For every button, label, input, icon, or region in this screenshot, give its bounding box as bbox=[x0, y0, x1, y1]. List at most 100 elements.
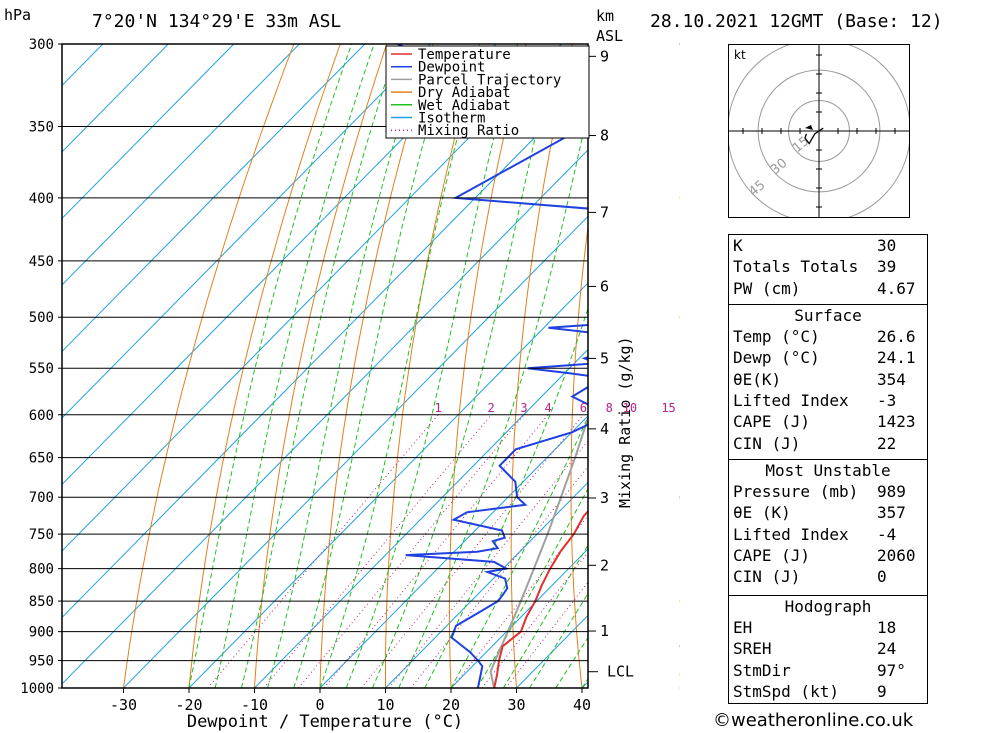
most-unstable-row-value: 357 bbox=[877, 503, 906, 523]
km-tick-label: 8 bbox=[600, 127, 609, 145]
most-unstable-row-value: 0 bbox=[877, 567, 887, 587]
k-label: K bbox=[733, 236, 743, 256]
most-unstable-table: Pressure (mb) 989 θE (K) 357 Lifted Index -4 C… bbox=[729, 481, 927, 587]
hodograph-row: SREH 24 bbox=[729, 638, 927, 659]
most-unstable-row: Lifted Index -4 bbox=[729, 524, 927, 545]
temp-tick-label: -30 bbox=[110, 696, 137, 714]
most-unstable-row-value: 989 bbox=[877, 482, 906, 502]
legend-entry: Dry Adiabat bbox=[418, 85, 511, 101]
isotherm-line bbox=[62, 44, 366, 353]
pressure-tick-label: 700 bbox=[29, 490, 54, 506]
most-unstable-row-label: CIN (J) bbox=[733, 567, 801, 587]
plot-frame bbox=[61, 43, 589, 689]
wet-adiabat-line bbox=[398, 109, 588, 688]
isotherm-line bbox=[62, 149, 588, 685]
surface-row-label: Dewp (°C) bbox=[733, 348, 820, 368]
legend-entry: Parcel Trajectory bbox=[418, 72, 561, 88]
isotherm-line bbox=[62, 44, 562, 552]
pressure-tick-label: 600 bbox=[29, 408, 54, 424]
temperature-line bbox=[493, 509, 588, 688]
hodograph-row-label: StmDir bbox=[733, 660, 791, 680]
pressure-tick-label: 850 bbox=[29, 594, 54, 610]
hodograph-row-label: EH bbox=[733, 618, 753, 638]
dry-adiabat-line bbox=[123, 44, 295, 688]
hodograph-row: StmDir 97° bbox=[729, 660, 927, 681]
skewt-chart: 3003504004505005506006507007508008509009… bbox=[20, 37, 680, 732]
dry-adiabat-line bbox=[188, 44, 341, 688]
surface-row-value: -3 bbox=[877, 391, 897, 411]
hodograph-title: Hodograph bbox=[784, 597, 872, 616]
hodograph-row-label: StmSpd (kt) bbox=[733, 682, 839, 702]
legend-box bbox=[385, 45, 590, 139]
dry-adiabat-line bbox=[319, 44, 434, 688]
temp-tick-label: 40 bbox=[573, 696, 591, 714]
copyright-text: ©weatheronline.co.uk bbox=[713, 710, 914, 731]
isotherm-line bbox=[385, 481, 588, 688]
wet-adiabat-line bbox=[476, 487, 588, 688]
pressure-tick-label: 950 bbox=[29, 654, 54, 670]
surface-row: CIN (J) 22 bbox=[729, 432, 927, 453]
hodograph-row-value: 24 bbox=[877, 639, 897, 659]
temp-tick-label: 30 bbox=[507, 696, 525, 714]
legend-entry: Isotherm bbox=[418, 111, 485, 127]
pressure-tick-label: 400 bbox=[29, 191, 54, 207]
isotherm-line bbox=[188, 282, 588, 688]
hodograph-ring-label: 45 bbox=[746, 178, 768, 200]
hodograph-row: EH 18 bbox=[729, 617, 927, 638]
plot-area bbox=[62, 44, 665, 688]
km-tick-label: 4 bbox=[600, 420, 609, 438]
km-unit-label: km bbox=[596, 7, 615, 25]
isotherm-line bbox=[62, 82, 588, 619]
wet-adiabat-line bbox=[345, 44, 519, 688]
hodograph-trace bbox=[804, 127, 824, 145]
most-unstable-row: Pressure (mb) 989 bbox=[729, 481, 927, 502]
most-unstable-row-label: θE (K) bbox=[733, 503, 791, 523]
pressure-tick-label: 550 bbox=[29, 361, 54, 377]
km-tick-label: 6 bbox=[600, 277, 609, 295]
mixing-ratio-label: 10 bbox=[623, 401, 637, 415]
isotherm-line bbox=[62, 44, 300, 286]
location-title: 7°20'N 134°29'E 33m ASL bbox=[92, 11, 342, 32]
surface-row-value: 26.6 bbox=[877, 327, 916, 347]
dry-adiabat-line bbox=[254, 44, 388, 688]
wind-barb-dot bbox=[679, 495, 680, 499]
most-unstable-row: θE (K) 357 bbox=[729, 502, 927, 523]
legend-entry: Dewpoint bbox=[418, 60, 485, 76]
km-tick-label: 2 bbox=[600, 556, 609, 574]
totals-value: 39 bbox=[877, 257, 897, 277]
temp-tick-label: -10 bbox=[241, 696, 268, 714]
surface-row-value: 354 bbox=[877, 369, 906, 389]
hodograph-row-value: 18 bbox=[877, 618, 897, 638]
isotherm-line bbox=[62, 44, 235, 220]
pw-value: 4.67 bbox=[877, 278, 916, 298]
dry-adiabat-line bbox=[629, 44, 665, 688]
wet-adiabat-line bbox=[319, 44, 484, 688]
isotherm-line bbox=[516, 614, 588, 688]
temp-tick-label: 20 bbox=[442, 696, 460, 714]
x-axis-title: Dewpoint / Temperature (°C) bbox=[187, 712, 463, 732]
isotherm-line bbox=[62, 44, 169, 153]
temp-tick-label: 0 bbox=[315, 696, 324, 714]
hodograph-table: EH 18 SREH 24 StmDir 97° StmSpd (kt) 9 bbox=[729, 617, 927, 702]
hodograph-section: Hodograph EH 18 SREH 24 StmDir 97° StmSpd (kt) 9 bbox=[729, 595, 927, 702]
mixing-ratio-label: 1 bbox=[435, 401, 442, 415]
isotherm-line bbox=[319, 415, 588, 688]
most-unstable-row: CAPE (J) 2060 bbox=[729, 545, 927, 566]
pressure-tick-label: 750 bbox=[29, 527, 54, 543]
hodograph-row-label: SREH bbox=[733, 639, 772, 659]
isotherm-line bbox=[62, 44, 497, 486]
surface-title: Surface bbox=[794, 306, 862, 325]
surface-row-label: Lifted Index bbox=[733, 391, 849, 411]
surface-row-value: 22 bbox=[877, 433, 897, 453]
pressure-tick-label: 450 bbox=[29, 254, 54, 270]
hodograph-ring-label: 30 bbox=[768, 156, 790, 178]
mixing-ratio-line bbox=[298, 414, 525, 688]
pressure-tick-label: 900 bbox=[29, 625, 54, 641]
hodograph-ring-label: 15 bbox=[790, 134, 812, 156]
pressure-tick-label: 1000 bbox=[20, 681, 54, 697]
most-unstable-title: Most Unstable bbox=[765, 461, 891, 480]
temp-tick-label: 10 bbox=[376, 696, 394, 714]
surface-row-value: 24.1 bbox=[877, 348, 916, 368]
mixing-ratio-label: 2 bbox=[488, 401, 495, 415]
